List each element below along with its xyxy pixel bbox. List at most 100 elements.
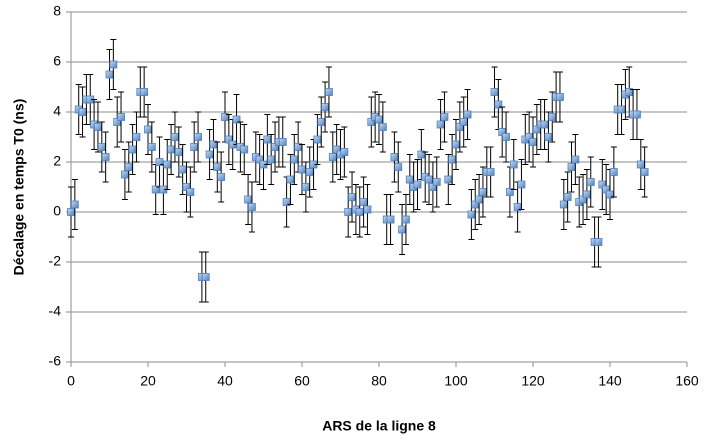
point [105,70,114,79]
x-tick-label: 80 [371,373,387,389]
x-tick-label: 0 [67,373,75,389]
point [67,208,75,216]
x-tick-label: 60 [294,373,310,389]
point [128,145,137,154]
point [313,135,322,144]
point [459,118,468,126]
point [278,138,287,146]
point [594,238,603,246]
point [124,163,133,171]
point [479,188,487,196]
point [97,143,106,151]
point [132,133,141,141]
x-tick-label: 100 [444,373,468,389]
point [548,113,557,121]
point [556,93,564,101]
point [194,133,202,141]
point [444,175,453,184]
point [509,160,518,169]
point [267,155,276,164]
point [78,108,87,116]
point [301,183,310,191]
point [248,203,256,211]
y-tick-label: 4 [53,103,61,119]
point [517,180,526,189]
point [394,163,403,171]
point [583,190,591,199]
point [201,273,210,281]
point [117,113,125,121]
point [529,138,537,146]
point [217,173,226,181]
point [463,110,472,119]
point [355,208,364,216]
point [609,168,618,176]
point [305,168,314,176]
y-tick-label: 8 [53,3,61,19]
point [70,200,79,209]
point [174,148,183,156]
y-tick-label: -2 [49,253,62,269]
y-tick-label: -6 [49,353,62,369]
point [571,155,580,164]
point [505,188,514,196]
point [363,205,372,214]
point [640,168,649,176]
point [144,125,152,134]
point [101,153,110,161]
x-tick-label: 120 [521,373,545,389]
point [167,145,176,154]
point [321,103,330,111]
point [490,88,499,96]
point [636,160,645,169]
point [155,158,164,166]
point [586,178,595,186]
point [328,153,337,161]
point [163,160,172,169]
point [563,193,572,201]
point [467,210,476,219]
point [398,225,407,234]
point [171,133,179,141]
x-tick-label: 140 [598,373,622,389]
point [290,155,299,164]
point [413,180,422,189]
point [325,88,333,96]
point [390,153,399,161]
y-tick-label: 2 [53,153,61,169]
x-tick-label: 20 [140,373,156,389]
point [502,133,510,141]
point [448,155,457,164]
y-tick-label: -4 [49,303,62,319]
point [540,120,549,129]
point [348,193,356,201]
point [359,198,368,206]
point [298,165,306,174]
point [405,175,414,184]
point [317,118,326,126]
point [147,143,156,151]
point [286,175,295,184]
point [190,143,199,151]
x-tick-label: 160 [675,373,699,389]
point [151,185,160,194]
point [109,60,118,69]
point [633,110,641,119]
point [205,150,214,159]
point [544,133,553,141]
point [344,208,353,216]
point [494,100,503,109]
point [567,163,576,171]
point [386,215,395,224]
point [186,188,195,196]
y-tick-label: 6 [53,53,61,69]
point [140,88,149,96]
point [232,115,241,124]
point [244,195,253,204]
point [340,148,349,156]
x-tick-label: 40 [217,373,233,389]
point [375,115,383,124]
point [440,113,449,121]
point [94,123,102,131]
point [425,175,433,184]
